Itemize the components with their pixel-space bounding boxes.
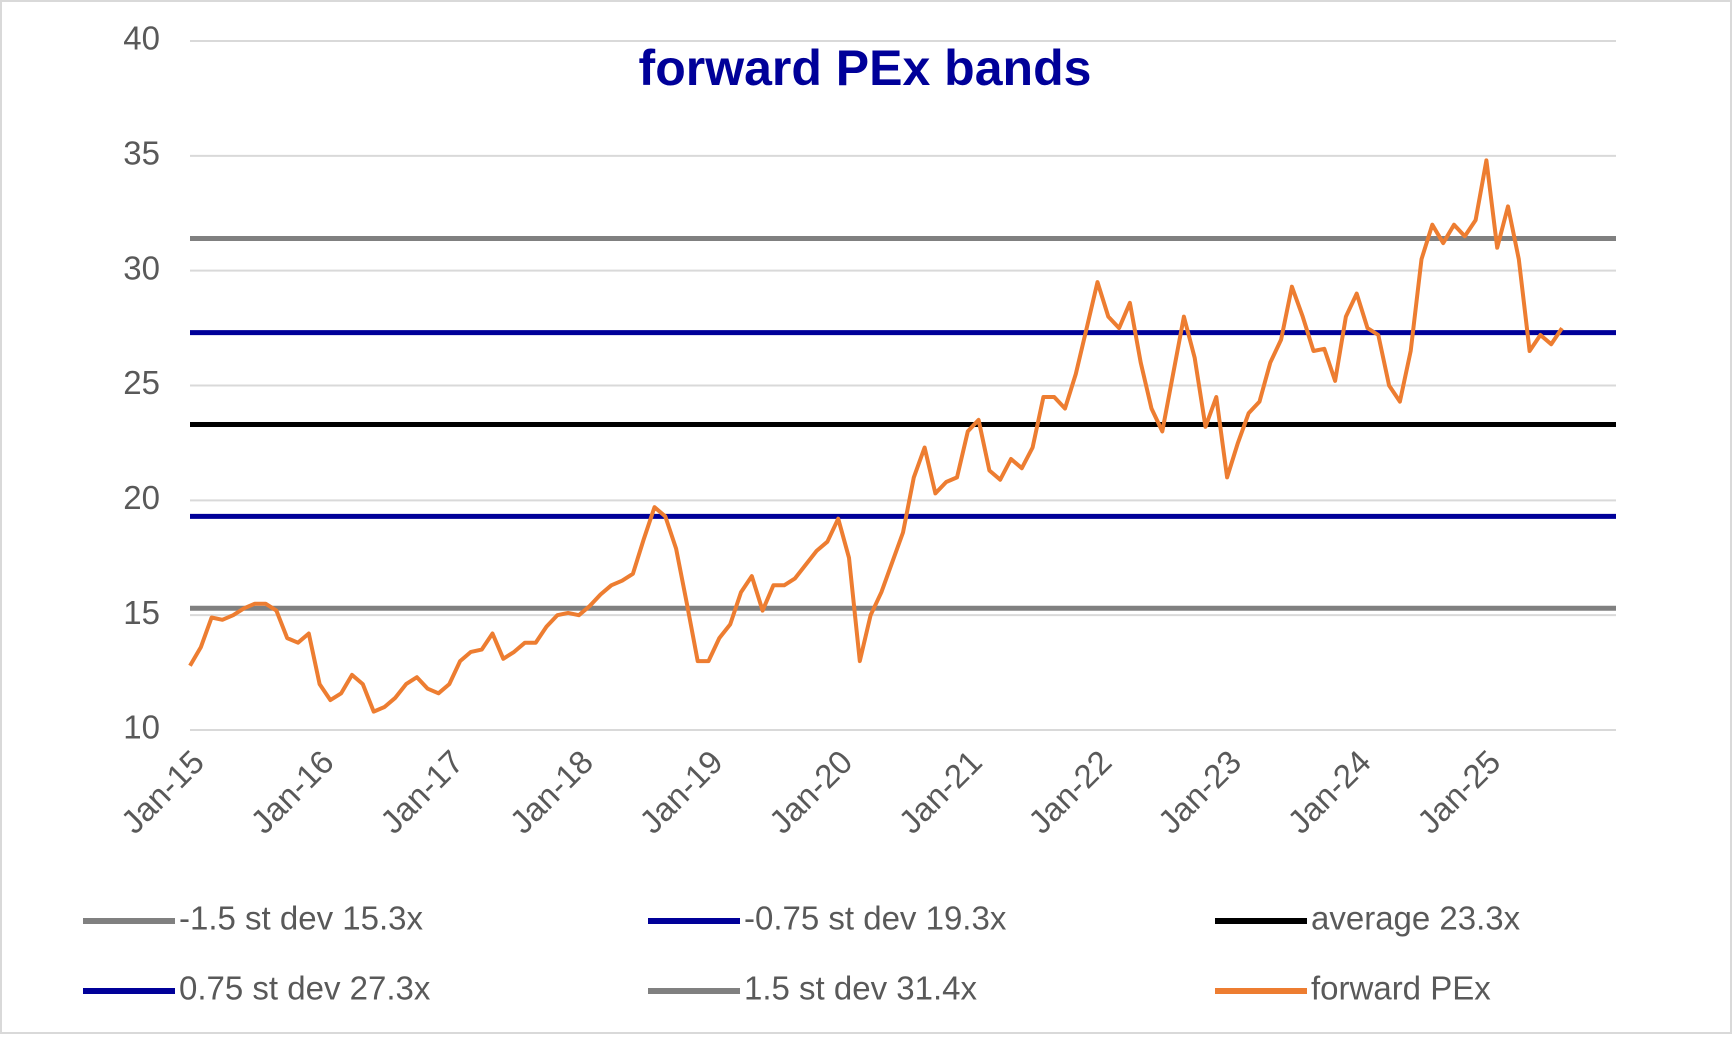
y-tick-label: 30 [123,249,160,286]
legend-label: 0.75 st dev 27.3x [179,970,431,1007]
y-tick-label: 40 [123,20,160,57]
y-tick-label: 25 [123,364,160,401]
legend: -1.5 st dev 15.3x -0.75 st dev 19.3x avera… [83,900,1521,1007]
bands [190,236,1616,611]
chart-title: forward PEx bands [639,40,1092,96]
lines [188,158,1564,714]
data-line [188,158,1564,714]
legend-label: forward PEx [1311,970,1491,1007]
legend-label: -0.75 st dev 19.3x [744,900,1007,937]
legend-label: average 23.3x [1311,900,1521,937]
y-tick-label: 35 [123,135,160,172]
grid [190,40,1616,731]
y-tick-label: 10 [123,709,160,746]
y-tick-label: 15 [123,594,160,631]
y-tick-label: 20 [123,479,160,516]
legend-label: -1.5 st dev 15.3x [179,900,423,937]
legend-label: 1.5 st dev 31.4x [744,970,977,1007]
